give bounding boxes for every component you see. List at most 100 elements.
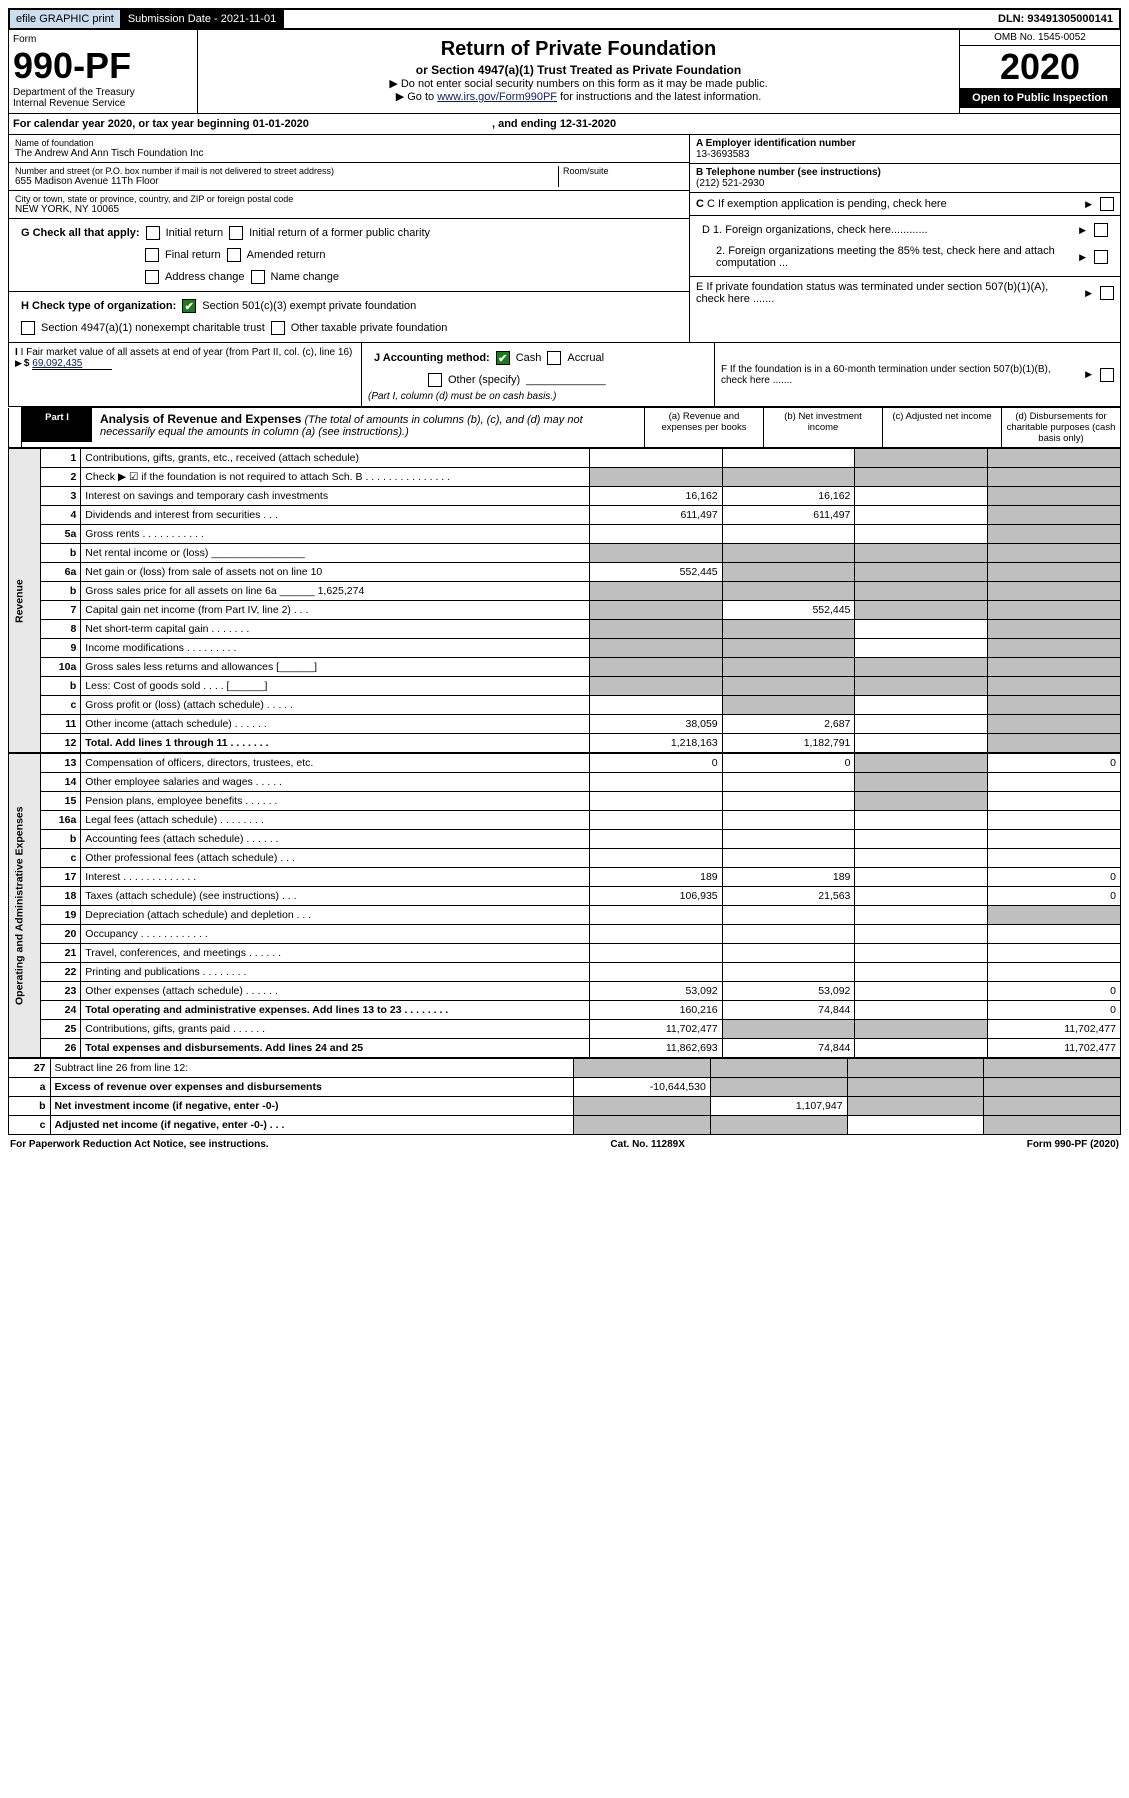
initial-return-checkbox[interactable]: [146, 226, 160, 240]
table-row: 7Capital gain net income (from Part IV, …: [9, 601, 1121, 620]
final-return-checkbox[interactable]: [145, 248, 159, 262]
phone-label: B Telephone number (see instructions): [696, 167, 881, 178]
g-label: G Check all that apply:: [21, 227, 140, 239]
efile-print-button[interactable]: efile GRAPHIC print: [10, 10, 122, 28]
part1-title: Analysis of Revenue and Expenses (The to…: [92, 408, 644, 442]
cat-no: Cat. No. 11289X: [610, 1139, 684, 1150]
accrual-checkbox[interactable]: [547, 351, 561, 365]
goto-note: ▶ Go to www.irs.gov/Form990PF for instru…: [204, 90, 953, 103]
room-label: Room/suite: [563, 166, 683, 176]
ein-value: 13-3693583: [696, 149, 749, 160]
form-number: 990-PF: [13, 45, 193, 87]
open-public: Open to Public Inspection: [960, 88, 1120, 108]
tax-year: 2020: [960, 46, 1120, 88]
d2-label: 2. Foreign organizations meeting the 85%…: [702, 245, 1073, 269]
dept-treasury: Department of the Treasury: [13, 87, 193, 98]
dln: DLN: 93491305000141: [992, 10, 1119, 28]
org-info-block: Name of foundation The Andrew And Ann Ti…: [8, 135, 1121, 343]
amended-return-checkbox[interactable]: [227, 248, 241, 262]
city-label: City or town, state or province, country…: [15, 194, 683, 204]
60-month-checkbox[interactable]: [1100, 368, 1114, 382]
table-row: bAccounting fees (attach schedule) . . .…: [9, 830, 1121, 849]
table-row: 24Total operating and administrative exp…: [9, 1001, 1121, 1020]
h-label: H Check type of organization:: [21, 300, 176, 312]
table-row: Operating and Administrative Expenses13C…: [9, 754, 1121, 773]
address-change-checkbox[interactable]: [145, 270, 159, 284]
part1-table: Part I Analysis of Revenue and Expenses …: [8, 407, 1121, 448]
f-label: F If the foundation is in a 60-month ter…: [721, 364, 1079, 386]
j-label: J Accounting method:: [374, 352, 490, 364]
table-row: 16aLegal fees (attach schedule) . . . . …: [9, 811, 1121, 830]
omb-number: OMB No. 1545-0052: [960, 30, 1120, 46]
form990pf-link[interactable]: www.irs.gov/Form990PF: [437, 91, 557, 103]
table-row: 14Other employee salaries and wages . . …: [9, 773, 1121, 792]
form-subtitle: or Section 4947(a)(1) Trust Treated as P…: [204, 63, 953, 77]
calendar-year-row: For calendar year 2020, or tax year begi…: [8, 114, 1121, 135]
table-row: bNet investment income (if negative, ent…: [9, 1097, 1121, 1116]
other-method-checkbox[interactable]: [428, 373, 442, 387]
table-row: Revenue1Contributions, gifts, grants, et…: [9, 449, 1121, 468]
table-row: 17Interest . . . . . . . . . . . . .1891…: [9, 868, 1121, 887]
city-state-zip: NEW YORK, NY 10065: [15, 204, 683, 215]
name-change-checkbox[interactable]: [251, 270, 265, 284]
i-j-f-row: I I Fair market value of all assets at e…: [8, 343, 1121, 407]
foreign-org-checkbox[interactable]: [1094, 223, 1108, 237]
foundation-name: The Andrew And Ann Tisch Foundation Inc: [15, 148, 683, 159]
i-label: I Fair market value of all assets at end…: [21, 347, 353, 358]
fmv-value[interactable]: 69,092,435: [32, 358, 112, 370]
table-row: 4Dividends and interest from securities …: [9, 506, 1121, 525]
side-label: Revenue: [9, 449, 41, 753]
status-terminated-checkbox[interactable]: [1100, 286, 1114, 300]
table-row: 15Pension plans, employee benefits . . .…: [9, 792, 1121, 811]
table-row: 21Travel, conferences, and meetings . . …: [9, 944, 1121, 963]
table-row: 20Occupancy . . . . . . . . . . . .: [9, 925, 1121, 944]
submission-date: 2021-11-01: [221, 13, 276, 25]
name-label: Name of foundation: [15, 138, 683, 148]
table-row: 3Interest on savings and temporary cash …: [9, 487, 1121, 506]
foreign-85-checkbox[interactable]: [1094, 250, 1108, 264]
table-row: cOther professional fees (attach schedul…: [9, 849, 1121, 868]
table-row: 8Net short-term capital gain . . . . . .…: [9, 620, 1121, 639]
table-row: cGross profit or (loss) (attach schedule…: [9, 696, 1121, 715]
j-note: (Part I, column (d) must be on cash basi…: [368, 391, 708, 402]
paperwork-notice: For Paperwork Reduction Act Notice, see …: [10, 1139, 269, 1150]
4947a1-checkbox[interactable]: [21, 321, 35, 335]
phone-value: (212) 521-2930: [696, 178, 764, 189]
table-row: bLess: Cost of goods sold . . . . [_____…: [9, 677, 1121, 696]
cash-checkbox[interactable]: ✔: [496, 351, 510, 365]
side-label: Operating and Administrative Expenses: [9, 754, 41, 1058]
other-taxable-checkbox[interactable]: [271, 321, 285, 335]
table-row: 18Taxes (attach schedule) (see instructi…: [9, 887, 1121, 906]
table-row: bGross sales price for all assets on lin…: [9, 582, 1121, 601]
form-title: Return of Private Foundation: [204, 38, 953, 61]
d1-label: D 1. Foreign organizations, check here..…: [702, 224, 1073, 236]
table-row: 2Check ▶ ☑ if the foundation is not requ…: [9, 468, 1121, 487]
page-footer: For Paperwork Reduction Act Notice, see …: [8, 1135, 1121, 1154]
501c3-checkbox[interactable]: ✔: [182, 299, 196, 313]
table-row: 22Printing and publications . . . . . . …: [9, 963, 1121, 982]
col-b-header: (b) Net investment income: [764, 408, 883, 448]
table-row: 19Depreciation (attach schedule) and dep…: [9, 906, 1121, 925]
table-row: cAdjusted net income (if negative, enter…: [9, 1116, 1121, 1135]
initial-return-former-checkbox[interactable]: [229, 226, 243, 240]
irs: Internal Revenue Service: [13, 98, 193, 109]
table-row: 5aGross rents . . . . . . . . . . .: [9, 525, 1121, 544]
table-row: 9Income modifications . . . . . . . . .: [9, 639, 1121, 658]
addr-label: Number and street (or P.O. box number if…: [15, 166, 558, 176]
table-row: 26Total expenses and disbursements. Add …: [9, 1039, 1121, 1058]
submission-date-label: Submission Date - 2021-11-01: [122, 10, 284, 28]
col-a-header: (a) Revenue and expenses per books: [645, 408, 764, 448]
e-label: E If private foundation status was termi…: [696, 281, 1079, 305]
c-label: C C If exemption application is pending,…: [696, 198, 1079, 210]
ein-label: A Employer identification number: [696, 138, 856, 149]
col-d-header: (d) Disbursements for charitable purpose…: [1002, 408, 1121, 448]
form-ref: Form 990-PF (2020): [1027, 1139, 1119, 1150]
expense-table: Operating and Administrative Expenses13C…: [8, 753, 1121, 1058]
table-row: 10aGross sales less returns and allowanc…: [9, 658, 1121, 677]
col-c-header: (c) Adjusted net income: [883, 408, 1002, 448]
exemption-pending-checkbox[interactable]: [1100, 197, 1114, 211]
table-row: aExcess of revenue over expenses and dis…: [9, 1078, 1121, 1097]
form-header: Form 990-PF Department of the Treasury I…: [8, 30, 1121, 114]
table-row: 23Other expenses (attach schedule) . . .…: [9, 982, 1121, 1001]
table-row: 11Other income (attach schedule) . . . .…: [9, 715, 1121, 734]
